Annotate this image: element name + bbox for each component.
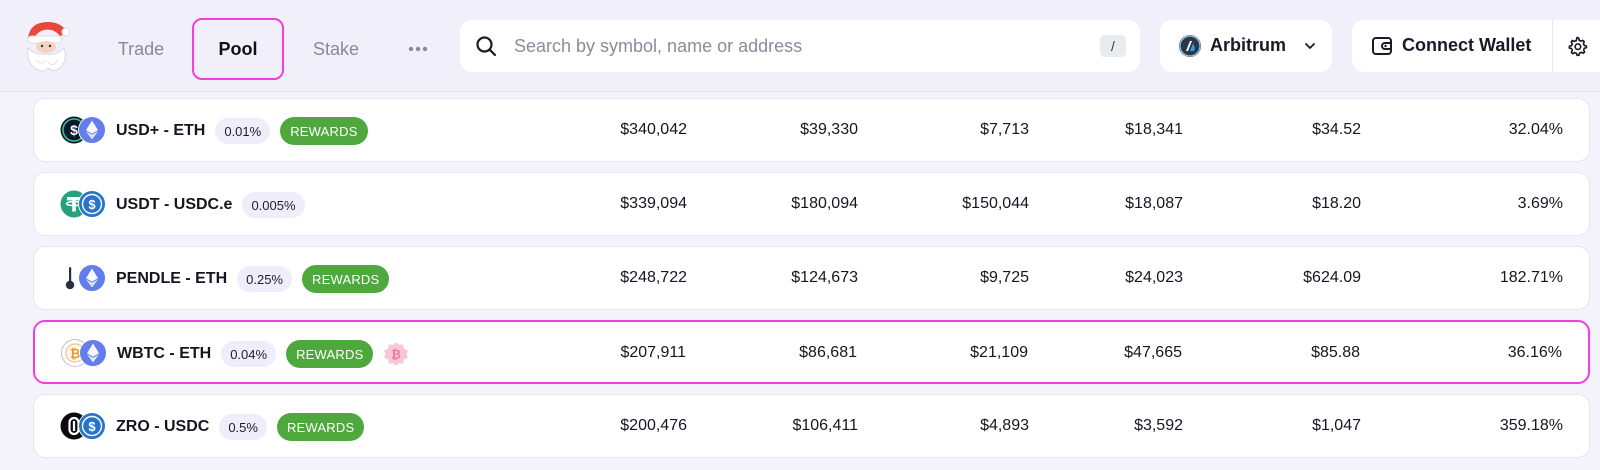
token-pair-icons [60, 264, 108, 294]
token-pair-icons: ₿ [61, 339, 109, 369]
wallet-icon [1372, 37, 1392, 55]
pool-apr-cell: 36.16% [1507, 344, 1562, 361]
svg-text:$: $ [88, 419, 96, 434]
pool-value-cell: $1,047 [1312, 417, 1361, 434]
pool-value-cell: $150,044 [962, 195, 1029, 212]
pool-apr-cell: 359.18% [1499, 417, 1563, 434]
search-icon [476, 36, 497, 57]
rewards-badge: REWARDS [286, 340, 374, 368]
search-shortcut-key: / [1100, 35, 1126, 57]
pool-value-cell: $339,094 [620, 195, 687, 212]
pool-row[interactable]: PENDLE - ETH 0.25% REWARDS $248,722 $124… [33, 246, 1590, 310]
pool-value-cell: $340,042 [620, 121, 687, 138]
pair-name: ZRO - USDC [116, 418, 210, 435]
pool-apr-cell: 32.04% [1508, 121, 1563, 138]
gear-icon[interactable] [1566, 35, 1588, 57]
pool-value-cell: $18.20 [1312, 195, 1361, 212]
connect-wallet-button[interactable]: Connect Wallet [1352, 20, 1600, 72]
fee-tier-badge: 0.005% [242, 192, 305, 218]
pool-value-cell: $18,087 [1125, 195, 1183, 212]
eth-icon [78, 116, 106, 144]
pool-value-cell: $47,665 [1124, 344, 1182, 361]
chevron-down-icon [1305, 43, 1315, 49]
pool-value-cell: $106,411 [792, 417, 858, 434]
pool-apr-cell: 3.69% [1517, 195, 1563, 212]
pool-row[interactable]: $ ZRO - USDC 0.5% REWARDS $200,476 $106,… [33, 394, 1590, 458]
pool-value-cell: $86,681 [799, 344, 857, 361]
pool-value-cell: $34.52 [1312, 121, 1361, 138]
pool-value-cell: $180,094 [791, 195, 858, 212]
pool-apr-cell: 182.71% [1499, 269, 1563, 286]
connect-wallet-label: Connect Wallet [1402, 35, 1532, 55]
usdc-icon: $ [78, 412, 106, 440]
network-selector-button[interactable]: Arbitrum [1160, 20, 1332, 72]
arbitrum-logo-icon [1179, 35, 1201, 57]
svg-text:$: $ [88, 197, 96, 212]
eth-icon [78, 264, 106, 292]
rewards-badge: REWARDS [302, 265, 390, 293]
fee-tier-badge: 0.04% [221, 341, 277, 367]
app-logo[interactable] [20, 16, 74, 74]
pool-value-cell: $18,341 [1125, 121, 1183, 138]
pool-value-cell: $124,673 [791, 269, 858, 286]
fee-tier-badge: 0.01% [215, 118, 271, 144]
fee-tier-badge: 0.25% [237, 266, 292, 292]
pool-value-cell: $39,330 [800, 121, 858, 138]
pair-name: USD+ - ETH [116, 122, 206, 139]
pool-value-cell: $85.88 [1311, 344, 1360, 361]
pair-name: PENDLE - ETH [116, 270, 228, 287]
nav-tab-stake[interactable]: Stake [312, 38, 360, 59]
svg-text:₿: ₿ [70, 346, 81, 361]
more-horizontal-icon[interactable] [398, 18, 438, 80]
rewards-badge: REWARDS [276, 413, 365, 441]
pool-row[interactable]: $ USDT - USDC.e 0.005% $339,094 $180,094… [33, 172, 1590, 236]
pool-value-cell: $200,476 [620, 417, 687, 434]
pair-name: WBTC - ETH [117, 345, 212, 362]
token-pair-icons: $ [60, 116, 108, 146]
top-header: Trade Pool Stake / Arbitrum [0, 0, 1600, 92]
svg-text:$: $ [70, 122, 78, 138]
pool-value-cell: $207,911 [620, 344, 686, 361]
pool-row[interactable]: $ USD+ - ETH 0.01% REWARDS $340,042 $39,… [33, 98, 1590, 162]
token-pair-icons: $ [60, 190, 108, 220]
pool-value-cell: $24,023 [1125, 269, 1183, 286]
search-input[interactable] [514, 32, 1074, 60]
pool-value-cell: $624.09 [1303, 269, 1361, 286]
pool-value-cell: $4,893 [980, 417, 1029, 434]
eth-icon [79, 339, 107, 367]
rewards-badge: REWARDS [280, 117, 368, 145]
nav-tab-pool[interactable]: Pool [192, 18, 284, 80]
pool-value-cell: $3,592 [1134, 417, 1183, 434]
token-pair-icons: $ [60, 412, 108, 442]
fee-tier-badge: 0.5% [219, 414, 267, 440]
search-bar[interactable]: / [460, 20, 1140, 72]
bitcoin-badge-icon: ₿ [384, 342, 409, 366]
pool-value-cell: $7,713 [980, 121, 1029, 138]
usdc-icon: $ [78, 190, 106, 218]
nav-tab-trade[interactable]: Trade [117, 38, 165, 59]
pool-value-cell: $21,109 [970, 344, 1028, 361]
pool-value-cell: $248,722 [620, 269, 687, 286]
svg-text:₿: ₿ [392, 348, 402, 362]
pool-value-cell: $9,725 [980, 269, 1029, 286]
pool-row-selected[interactable]: ₿ WBTC - ETH 0.04% REWARDS ₿ $207,911 $8… [33, 320, 1590, 384]
pair-name: USDT - USDC.e [116, 196, 233, 213]
network-label: Arbitrum [1210, 35, 1286, 55]
divider [1552, 20, 1553, 72]
